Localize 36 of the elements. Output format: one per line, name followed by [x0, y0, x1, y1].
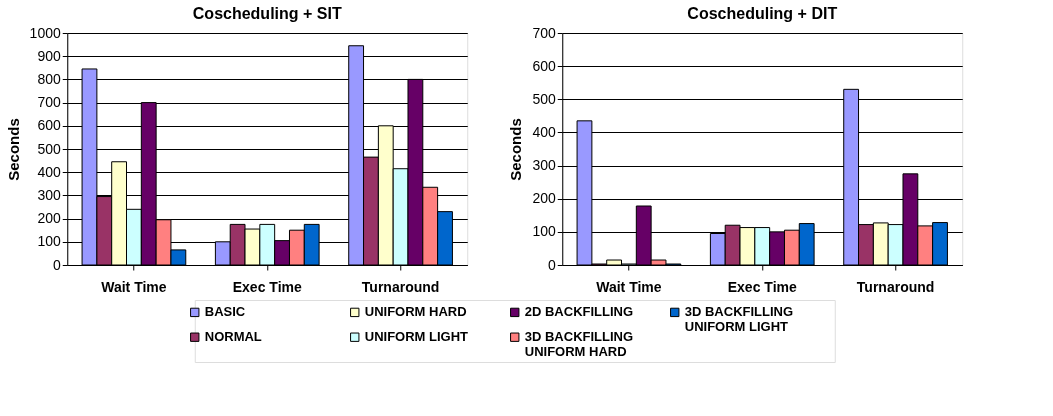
x-tick-label: Turnaround — [361, 278, 440, 295]
y-tick-label: 300 — [37, 186, 61, 203]
legend-label: BASIC — [204, 304, 246, 320]
y-tick-label: 600 — [37, 117, 61, 134]
y-tick-label: 0 — [547, 256, 556, 273]
y-tick-label: 500 — [532, 90, 556, 107]
x-tick-label: Wait Time — [596, 278, 662, 295]
x-tick-label: Exec Time — [232, 278, 302, 295]
legend-label: 3D BACKFILLING UNIFORM LIGHT — [684, 304, 794, 335]
y-tick-label: 100 — [37, 233, 61, 250]
y-tick-label: 200 — [532, 190, 556, 207]
y-tick-label: 400 — [532, 123, 556, 140]
legend-label: 3D BACKFILLING UNIFORM HARD — [524, 329, 634, 360]
legend-label: UNIFORM HARD — [364, 304, 467, 320]
y-tick-label: 400 — [37, 163, 61, 180]
x-tick-label: Wait Time — [101, 278, 167, 295]
chart-title: Coscheduling + DIT — [687, 5, 838, 22]
y-tick-label: 600 — [532, 57, 556, 74]
chart-title: Coscheduling + SIT — [192, 5, 342, 22]
x-tick-label: Turnaround — [856, 278, 935, 295]
legend-label: NORMAL — [204, 329, 262, 345]
y-tick-label: 100 — [532, 223, 556, 240]
y-tick-label: 300 — [532, 157, 556, 174]
legend-label: 2D BACKFILLING — [524, 304, 634, 320]
legend-label: UNIFORM LIGHT — [364, 329, 469, 345]
y-axis-title: Seconds — [507, 118, 525, 181]
y-tick-label: 500 — [37, 140, 61, 157]
y-tick-label: 900 — [37, 47, 61, 64]
y-tick-label: 0 — [52, 256, 61, 273]
x-tick-label: Exec Time — [727, 278, 797, 295]
y-tick-label: 1000 — [29, 24, 61, 41]
y-tick-label: 700 — [37, 94, 61, 111]
y-axis-title: Seconds — [4, 118, 22, 181]
y-tick-label: 700 — [532, 24, 556, 41]
y-tick-label: 200 — [37, 210, 61, 227]
y-tick-label: 800 — [37, 70, 61, 87]
